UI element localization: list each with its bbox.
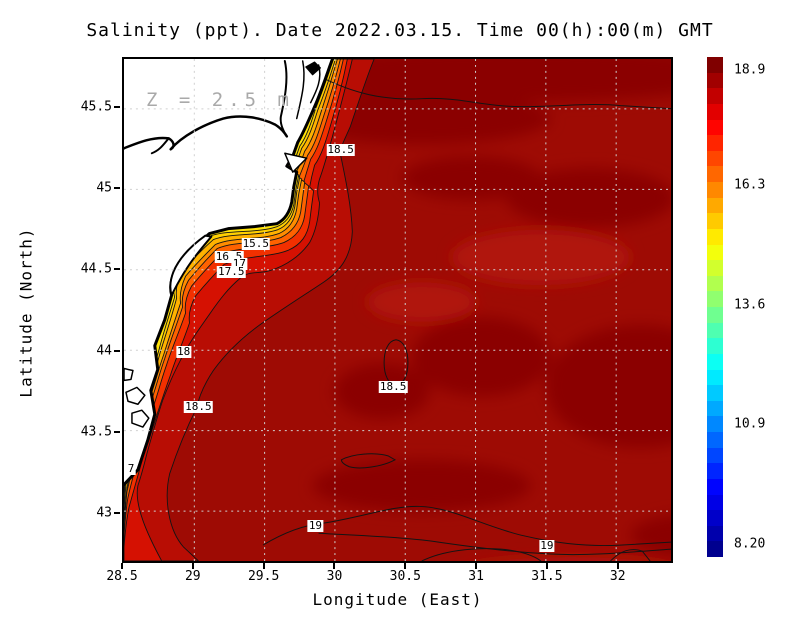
colorbar-segment xyxy=(707,338,723,354)
colorbar-segment xyxy=(707,353,723,370)
y-tick-label: 44.5 xyxy=(80,261,112,277)
colorbar-segment xyxy=(707,541,723,557)
colorbar-segment xyxy=(707,72,723,89)
plot-area: 18.5 15.5 16.5 17 17.5 18 18.5 7 18.5 19 19 Z = 2.… xyxy=(122,57,673,563)
colorbar-segment xyxy=(707,166,723,182)
y-tick-label: 43 xyxy=(96,505,112,521)
colorbar-segment xyxy=(707,400,723,417)
river-fork xyxy=(150,137,170,155)
colorbar-segment xyxy=(707,385,723,401)
y-tick xyxy=(114,268,120,271)
x-tick-label: 28.5 xyxy=(106,569,138,584)
colorbar-segment xyxy=(707,103,723,120)
colorbar-segment xyxy=(707,432,723,448)
colorbar-segment xyxy=(707,463,723,479)
x-tick xyxy=(333,563,336,569)
x-tick-label: 29.5 xyxy=(247,569,280,584)
colorbar-segment xyxy=(707,119,723,136)
colorbar-segment xyxy=(707,369,723,386)
land-details xyxy=(124,59,322,428)
contour-label: 19 xyxy=(307,519,324,533)
colorbar-segment xyxy=(707,213,723,229)
colorbar-segment xyxy=(707,88,723,104)
y-tick-label: 43.5 xyxy=(80,424,112,440)
contour-label: 15.5 xyxy=(241,236,271,250)
lagoon-barrier xyxy=(169,234,213,297)
colorbar-tick-label: 13.6 xyxy=(734,297,766,313)
y-tick xyxy=(114,187,120,190)
chart-title: Salinity (ppt). Date 2022.03.15. Time 00… xyxy=(86,20,714,41)
y-axis-label: Latitude (North) xyxy=(16,227,36,398)
contour-label: 19 xyxy=(539,538,555,552)
x-tick xyxy=(262,563,265,569)
x-tick-label: 30.5 xyxy=(389,569,421,584)
contour-map xyxy=(124,59,671,561)
contour-label: 7 xyxy=(126,461,136,475)
contour-label: 18.5 xyxy=(378,380,408,394)
delta-channel xyxy=(295,60,305,120)
x-tick xyxy=(616,563,619,569)
x-tick-label: 31 xyxy=(468,569,484,584)
colorbar-segment xyxy=(707,322,723,339)
delta-islet xyxy=(305,61,322,76)
colorbar-segment xyxy=(707,182,723,198)
colorbar-segment xyxy=(707,307,723,323)
colorbar-segment xyxy=(707,244,723,261)
delta-channel xyxy=(279,59,288,138)
lagoon xyxy=(284,152,308,173)
x-axis-label: Longitude (East) xyxy=(312,590,483,609)
y-tick-label: 45 xyxy=(96,180,112,196)
y-tick xyxy=(114,349,120,352)
x-tick xyxy=(545,563,548,569)
colorbar-tick-label: 8.20 xyxy=(734,536,766,552)
river xyxy=(124,115,289,151)
colorbar-segment xyxy=(707,135,723,151)
x-tick-label: 32 xyxy=(609,569,626,584)
y-tick-label: 44 xyxy=(96,343,112,359)
land xyxy=(124,59,333,485)
colorbar-segment xyxy=(707,447,723,464)
gridlines xyxy=(124,59,671,561)
coastal-lake xyxy=(124,367,134,382)
y-tick xyxy=(114,430,120,433)
contour-label: 17.5 xyxy=(216,265,246,279)
colorbar-segment xyxy=(707,197,723,214)
coastal-lake xyxy=(131,409,150,428)
x-tick xyxy=(475,563,478,569)
contour-label: 18 xyxy=(175,344,192,358)
depth-annotation: Z = 2.5 m xyxy=(146,89,294,111)
contour-label: 18.5 xyxy=(326,143,355,157)
colorbar-segment xyxy=(707,228,723,245)
colorbar-segment xyxy=(707,525,723,542)
colorbar-tick-label: 18.9 xyxy=(734,62,766,78)
x-tick-label: 31.5 xyxy=(531,569,563,584)
x-tick-label: 30 xyxy=(326,569,343,584)
colorbar-segment xyxy=(707,291,723,307)
colorbar-segment xyxy=(707,494,723,511)
coastal-lake xyxy=(125,386,146,405)
x-tick-label: 29 xyxy=(184,569,201,584)
colorbar-segment xyxy=(707,57,723,73)
y-tick xyxy=(114,106,120,109)
colorbar-tick-label: 16.3 xyxy=(734,177,766,193)
x-tick xyxy=(121,563,123,569)
y-tick xyxy=(114,511,120,514)
y-tick-label: 45.5 xyxy=(80,99,112,115)
colorbar-segment xyxy=(707,416,723,432)
x-tick xyxy=(404,563,407,569)
colorbar-segment xyxy=(707,260,723,276)
colorbar-segment xyxy=(707,510,723,526)
contour-label: 18.5 xyxy=(184,400,213,414)
colorbar-tick-label: 10.9 xyxy=(734,416,766,432)
colorbar-segment xyxy=(707,275,723,292)
colorbar-segment xyxy=(707,478,723,495)
colorbar-segment xyxy=(707,150,723,167)
x-tick xyxy=(191,563,194,569)
colorbar xyxy=(707,57,723,557)
